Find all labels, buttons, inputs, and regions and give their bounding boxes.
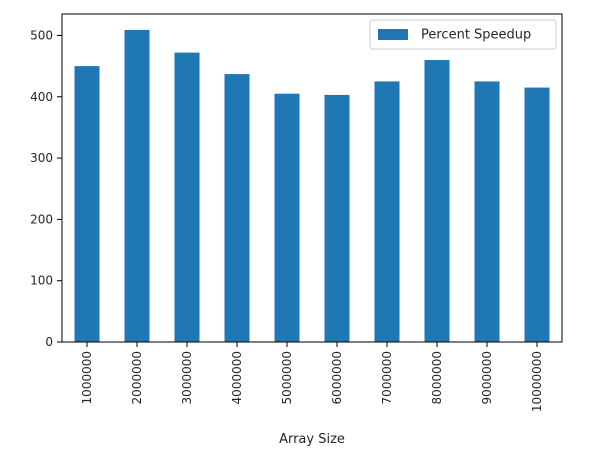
x-tick-label: 3000000: [180, 351, 194, 404]
legend-label: Percent Speedup: [421, 28, 531, 43]
bars-layer: [74, 29, 550, 343]
y-axis: 0 100 200 300 400 500: [30, 28, 62, 349]
y-tick-label: 200: [30, 212, 53, 226]
x-tick-label: 5000000: [280, 351, 294, 404]
y-tick-label: 100: [30, 274, 53, 288]
plot-frame: [61, 13, 563, 343]
y-tick-label: 500: [30, 28, 53, 42]
y-tick-label: 0: [45, 335, 53, 349]
bar-10000000: [524, 87, 550, 342]
bar-8000000: [424, 59, 450, 342]
bar-4000000: [224, 74, 250, 342]
x-tick-label: 2000000: [130, 351, 144, 404]
legend-swatch: [378, 29, 408, 40]
x-tick-label: 9000000: [480, 351, 494, 404]
x-tick-label: 6000000: [330, 351, 344, 404]
bar-9000000: [474, 81, 500, 342]
bar-2000000: [124, 29, 150, 343]
x-tick-label: 7000000: [380, 351, 394, 404]
x-axis: 1000000 2000000 3000000 4000000 5000000 60000…: [80, 342, 544, 412]
bar-5000000: [274, 93, 300, 343]
x-tick-label: 8000000: [430, 351, 444, 404]
legend: Percent Speedup: [369, 19, 557, 50]
bar-1000000: [74, 66, 100, 342]
legend-box: [369, 19, 557, 50]
bar-7000000: [374, 81, 400, 342]
x-tick-label: 1000000: [80, 351, 94, 404]
x-tick-label: 4000000: [230, 351, 244, 404]
y-tick-label: 300: [30, 151, 53, 165]
x-tick-label: 10000000: [530, 351, 544, 412]
y-tick-label: 400: [30, 90, 53, 104]
x-axis-label: Array Size: [279, 432, 345, 447]
bar-3000000: [174, 52, 200, 342]
bar-6000000: [324, 94, 350, 343]
